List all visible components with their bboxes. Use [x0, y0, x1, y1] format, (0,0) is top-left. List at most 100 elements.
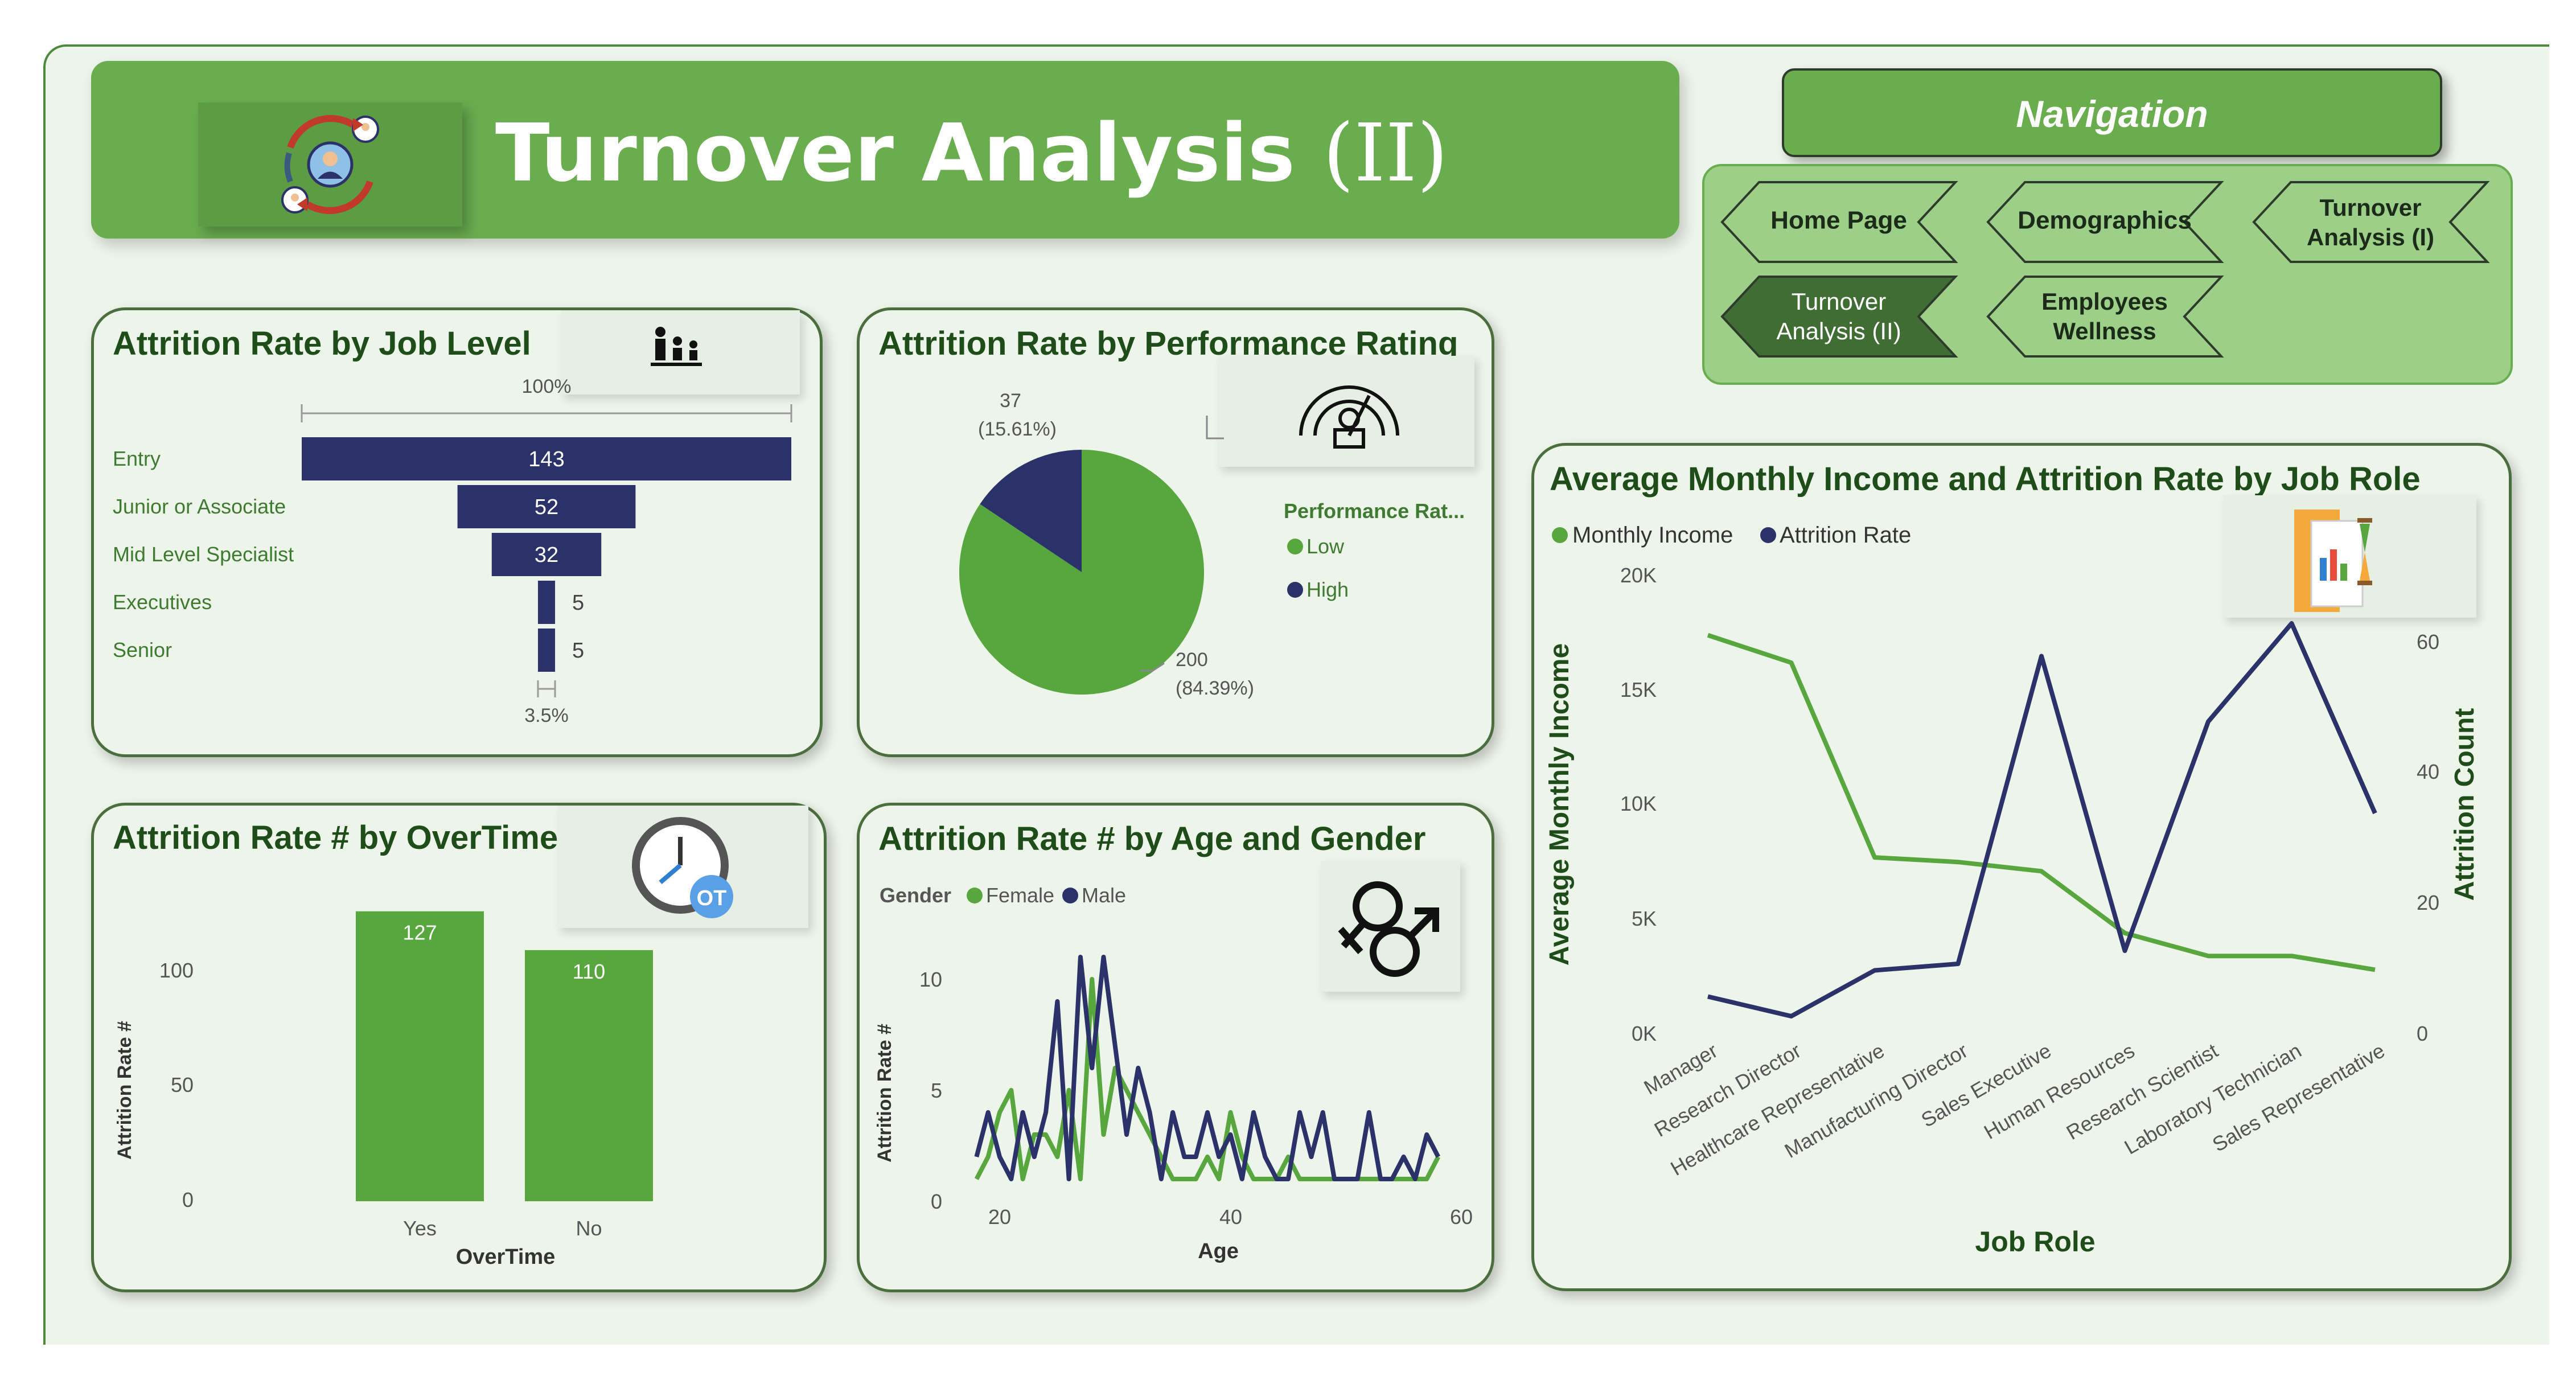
age-ytick-10: 10 [919, 968, 942, 991]
job-level-bar [491, 533, 602, 576]
income-line [1707, 632, 2376, 972]
income-ytick-right-0: 0 [2417, 1022, 2428, 1045]
pie-label-high-percent: (15.61%) [978, 418, 1057, 440]
svg-text:OT: OT [697, 886, 727, 910]
overtime-bar [356, 911, 484, 1201]
nav-button-turnover-1-line1: Turnover [2320, 194, 2422, 221]
navigation-title: Navigation [2016, 93, 2208, 135]
overtime-ytick-0: 0 [182, 1188, 194, 1211]
overtime-xlabel: OverTime [456, 1245, 556, 1269]
job-level-title: Attrition Rate by Job Level [113, 325, 531, 362]
pie-label-low-value: 200 [1176, 649, 1208, 671]
nav-button-wellness-line1: Employees [2041, 288, 2168, 315]
job-level-value-label: 52 [535, 495, 558, 519]
page-title-text: Turnover Analysis [495, 107, 1296, 200]
legend-female-label: Female [986, 884, 1054, 907]
nav-button-turnover-2-line2: Analysis (II) [1776, 318, 1901, 344]
age-ylabel: Attrition Rate # [874, 1024, 895, 1163]
overtime-ytick-50: 50 [171, 1073, 194, 1096]
age-xtick-60: 60 [1450, 1205, 1473, 1229]
job-level-category-label: Entry [113, 447, 161, 470]
nav-button-wellness[interactable]: Employees Wellness [1986, 276, 2224, 358]
job-level-bar [537, 629, 556, 672]
pie-label-high-value: 37 [1000, 390, 1021, 412]
job-level-bar [302, 437, 791, 480]
job-level-category-label: Senior [113, 638, 172, 662]
age-ytick-0: 0 [931, 1190, 942, 1213]
income-ylabel-right: Attrition Count [2450, 708, 2480, 901]
income-icon-box [2223, 495, 2476, 618]
nav-button-turnover-1[interactable]: Turnover Analysis (I) [2252, 181, 2490, 263]
age-gender-chart: Gender Female Male 10 5 0 20 40 60 Attri… [874, 884, 1473, 1263]
income-ytick-10k: 10K [1620, 792, 1657, 815]
legend-female-marker [967, 888, 983, 903]
nav-button-home[interactable]: Home Page [1720, 181, 1958, 263]
income-ytick-right-20: 20 [2417, 891, 2439, 914]
performance-gauge-icon [1299, 385, 1399, 449]
job-level-category-label: Mid Level Specialist [113, 543, 294, 566]
job-level-top-label: 100% [522, 376, 572, 397]
age-xlabel: Age [1198, 1239, 1239, 1263]
overtime-chart: 127 Yes 110 No 100 50 0 Attrition Rate # Ov… [114, 911, 653, 1269]
page-title-roman: (II) [1322, 107, 1448, 200]
age-xtick-20: 20 [988, 1205, 1011, 1229]
job-level-icon-box [561, 310, 800, 395]
age-gender-title: Attrition Rate # by Age and Gender [878, 820, 1426, 857]
job-level-value-label: 5 [572, 639, 584, 663]
job-level-top-bracket [301, 404, 792, 422]
age-ytick-5: 5 [931, 1079, 942, 1102]
nav-button-turnover-2[interactable]: Turnover Analysis (II) [1720, 276, 1958, 358]
job-role-label: Human Resources [1980, 1038, 2139, 1144]
income-ytick-right-60: 60 [2417, 630, 2439, 654]
legend-male-label: Male [1082, 884, 1126, 907]
overtime-category-label: No [576, 1217, 602, 1240]
income-ytick-right-40: 40 [2417, 760, 2439, 783]
nav-button-turnover-2-line1: Turnover [1792, 288, 1887, 315]
nav-button-demographics[interactable]: Demographics [1986, 181, 2224, 263]
employee-turnover-icon [281, 115, 379, 214]
legend-income-marker [1552, 527, 1568, 543]
legend-low-label: Low [1307, 535, 1345, 558]
job-level-value-label: 32 [535, 543, 558, 567]
nav-button-turnover-1-line2: Analysis (I) [2307, 224, 2434, 250]
overtime-ytick-100: 100 [159, 959, 194, 982]
income-ytick-20k: 20K [1620, 564, 1657, 587]
performance-legend-title: Performance Rat... [1284, 499, 1465, 523]
overtime-value-label: 110 [573, 960, 605, 983]
legend-attrition-label: Attrition Rate [1780, 523, 1911, 548]
legend-male-marker [1062, 888, 1078, 903]
navigation-buttons: Home Page Demographics Turnover Analysis… [1720, 181, 2490, 358]
overtime-ylabel: Attrition Rate # [114, 1021, 135, 1160]
page-title: Turnover Analysis (II) [495, 114, 1448, 194]
job-level-value-label: 5 [572, 591, 584, 615]
job-level-bottom-label: 3.5% [524, 705, 569, 726]
income-chart: Monthly Income Attrition Rate 20K 15K 10… [1544, 523, 2480, 1258]
income-ytick-15k: 15K [1620, 678, 1657, 701]
nav-button-demographics-label: Demographics [2018, 207, 2192, 235]
pie-label-low-percent: (84.39%) [1176, 677, 1254, 699]
logo-box [198, 102, 462, 227]
job-level-bar [457, 485, 636, 528]
legend-low-marker [1287, 539, 1303, 554]
attrition-line [1707, 621, 2377, 1018]
overtime-bar [525, 950, 653, 1201]
income-ylabel-left: Average Monthly Income [1544, 643, 1575, 966]
legend-income-label: Monthly Income [1572, 523, 1733, 548]
age-line-female [974, 977, 1440, 1181]
overtime-title: Attrition Rate # by OverTime [113, 819, 558, 856]
age-line-male [974, 955, 1440, 1181]
overtime-category-label: Yes [403, 1217, 437, 1240]
job-level-category-label: Junior or Associate [113, 495, 286, 518]
age-xtick-40: 40 [1219, 1205, 1242, 1229]
income-xlabel: Job Role [1975, 1226, 2095, 1258]
nav-button-home-label: Home Page [1770, 207, 1907, 235]
job-level-category-label: Executives [113, 590, 212, 614]
job-level-value-label: 143 [528, 447, 564, 471]
legend-high-marker [1287, 582, 1303, 598]
report-documents-icon [2294, 510, 2372, 612]
legend-high-label: High [1307, 578, 1349, 601]
navigation-header: Navigation [1782, 68, 2442, 157]
organization-hierarchy-icon [651, 327, 702, 366]
performance-icon-box [1218, 356, 1474, 467]
job-level-bar [537, 581, 556, 624]
